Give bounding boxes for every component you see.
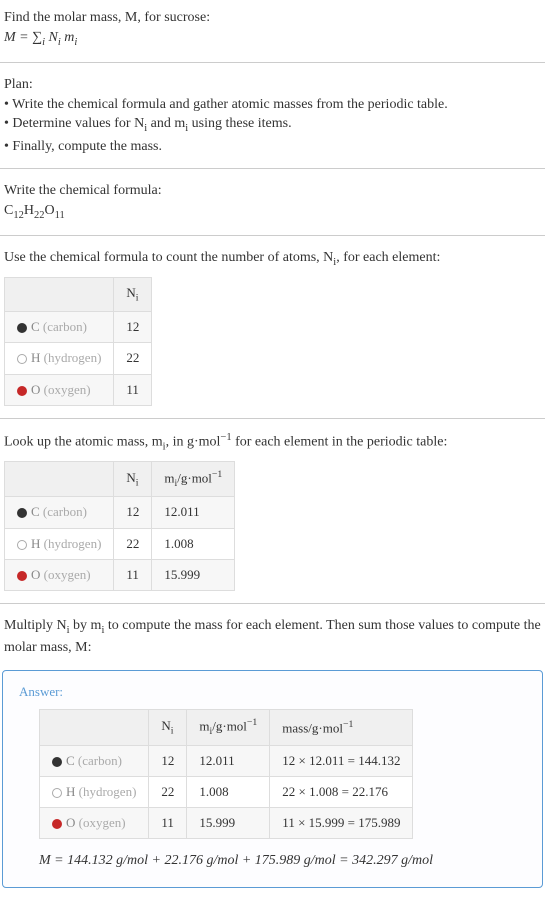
ni-cell: 22 xyxy=(114,343,152,374)
mi-cell: 15.999 xyxy=(152,559,235,590)
mi-header: mi/g·mol−1 xyxy=(152,461,235,497)
mass-header: mass/g·mol−1 xyxy=(270,710,413,746)
table-header-row: Ni mi/g·mol−1 mass/g·mol−1 xyxy=(40,710,413,746)
table-row: O (oxygen) 11 15.999 11 × 15.999 = 175.9… xyxy=(40,808,413,839)
intro-section: Find the molar mass, M, for sucrose: M =… xyxy=(0,0,545,58)
lookup-heading: Look up the atomic mass, mi, in g·mol−1 … xyxy=(4,431,541,455)
table-row: C (carbon) 12 12.011 xyxy=(5,497,235,528)
divider xyxy=(0,235,545,236)
mass-cell: 12 × 12.011 = 144.132 xyxy=(270,745,413,776)
blank-header xyxy=(5,277,114,311)
ni-cell: 12 xyxy=(149,745,187,776)
count-heading: Use the chemical formula to count the nu… xyxy=(4,248,541,270)
element-cell: H (hydrogen) xyxy=(5,343,114,374)
table-row: C (carbon) 12 xyxy=(5,312,152,343)
divider xyxy=(0,62,545,63)
mass-cell: 22 × 1.008 = 22.176 xyxy=(270,776,413,807)
answer-box: Answer: Ni mi/g·mol−1 mass/g·mol−1 C (ca… xyxy=(2,670,543,888)
ni-header: Ni xyxy=(114,461,152,497)
multiply-heading: Multiply Ni by mi to compute the mass fo… xyxy=(4,616,541,658)
plan-bullet-1: • Write the chemical formula and gather … xyxy=(4,95,541,115)
table-header-row: Ni mi/g·mol−1 xyxy=(5,461,235,497)
element-cell: C (carbon) xyxy=(40,745,149,776)
chem-formula: C12H22O11 xyxy=(4,201,541,223)
divider xyxy=(0,418,545,419)
mass-cell: 11 × 15.999 = 175.989 xyxy=(270,808,413,839)
ni-cell: 11 xyxy=(149,808,187,839)
ni-cell: 12 xyxy=(114,312,152,343)
mi-header: mi/g·mol−1 xyxy=(187,710,270,746)
element-cell: C (carbon) xyxy=(5,497,114,528)
element-cell: H (hydrogen) xyxy=(40,776,149,807)
element-cell: H (hydrogen) xyxy=(5,528,114,559)
ni-header: Ni xyxy=(149,710,187,746)
answer-label: Answer: xyxy=(19,683,526,701)
multiply-section: Multiply Ni by mi to compute the mass fo… xyxy=(0,608,545,666)
plan-bullet-2: • Determine values for Ni and mi using t… xyxy=(4,114,541,136)
intro-formula: M = ∑i Ni mi xyxy=(4,28,541,50)
element-cell: C (carbon) xyxy=(5,312,114,343)
plan-heading: Plan: xyxy=(4,75,541,95)
answer-table: Ni mi/g·mol−1 mass/g·mol−1 C (carbon) 12… xyxy=(39,709,413,839)
divider xyxy=(0,603,545,604)
plan-section: Plan: • Write the chemical formula and g… xyxy=(0,67,545,164)
table-row: H (hydrogen) 22 xyxy=(5,343,152,374)
lookup-section: Look up the atomic mass, mi, in g·mol−1 … xyxy=(0,423,545,599)
mi-cell: 12.011 xyxy=(152,497,235,528)
chem-formula-heading: Write the chemical formula: xyxy=(4,181,541,201)
final-result: M = 144.132 g/mol + 22.176 g/mol + 175.9… xyxy=(39,851,526,871)
mi-cell: 15.999 xyxy=(187,808,270,839)
element-cell: O (oxygen) xyxy=(5,559,114,590)
intro-line1: Find the molar mass, M, for sucrose: xyxy=(4,8,541,28)
element-cell: O (oxygen) xyxy=(5,374,114,405)
count-table: Ni C (carbon) 12 H (hydrogen) 22 O (oxyg… xyxy=(4,277,152,406)
mi-cell: 12.011 xyxy=(187,745,270,776)
ni-cell: 11 xyxy=(114,559,152,590)
table-row: O (oxygen) 11 15.999 xyxy=(5,559,235,590)
count-section: Use the chemical formula to count the nu… xyxy=(0,240,545,413)
blank-header xyxy=(40,710,149,746)
table-row: H (hydrogen) 22 1.008 22 × 1.008 = 22.17… xyxy=(40,776,413,807)
divider xyxy=(0,168,545,169)
table-row: H (hydrogen) 22 1.008 xyxy=(5,528,235,559)
lookup-table: Ni mi/g·mol−1 C (carbon) 12 12.011 H (hy… xyxy=(4,461,235,591)
ni-header: Ni xyxy=(114,277,152,311)
ni-cell: 11 xyxy=(114,374,152,405)
ni-cell: 22 xyxy=(114,528,152,559)
plan-bullet-3: • Finally, compute the mass. xyxy=(4,137,541,157)
table-header-row: Ni xyxy=(5,277,152,311)
element-cell: O (oxygen) xyxy=(40,808,149,839)
table-row: C (carbon) 12 12.011 12 × 12.011 = 144.1… xyxy=(40,745,413,776)
mi-cell: 1.008 xyxy=(152,528,235,559)
blank-header xyxy=(5,461,114,497)
ni-cell: 12 xyxy=(114,497,152,528)
ni-cell: 22 xyxy=(149,776,187,807)
mi-cell: 1.008 xyxy=(187,776,270,807)
chem-formula-section: Write the chemical formula: C12H22O11 xyxy=(0,173,545,231)
table-row: O (oxygen) 11 xyxy=(5,374,152,405)
